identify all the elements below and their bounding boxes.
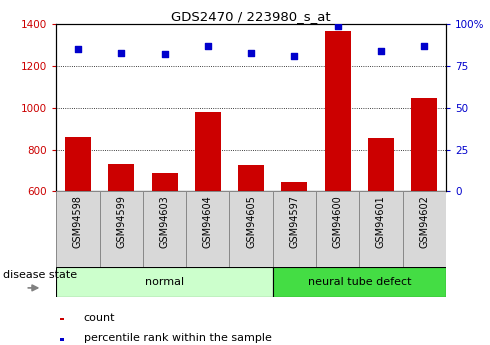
Text: GSM94597: GSM94597 [290, 195, 299, 248]
Point [247, 50, 255, 55]
Bar [65, 137, 91, 191]
Bar [359, 191, 403, 267]
Bar [281, 182, 307, 191]
Bar [99, 191, 143, 267]
Point [420, 43, 428, 49]
Text: GSM94600: GSM94600 [333, 195, 343, 248]
Bar [60, 338, 64, 341]
Point [291, 53, 298, 59]
Bar [403, 191, 446, 267]
Title: GDS2470 / 223980_s_at: GDS2470 / 223980_s_at [172, 10, 331, 23]
Point [74, 47, 82, 52]
Bar [316, 191, 359, 267]
Text: count: count [84, 313, 115, 323]
Bar [368, 138, 394, 191]
Bar [60, 318, 64, 320]
Point [161, 51, 169, 57]
Text: GSM94599: GSM94599 [116, 195, 126, 248]
Text: neural tube defect: neural tube defect [308, 277, 411, 287]
Text: GSM94603: GSM94603 [160, 195, 170, 248]
Bar [325, 31, 351, 191]
Bar [273, 267, 446, 297]
Bar [56, 191, 99, 267]
Bar [229, 191, 273, 267]
Bar [56, 267, 273, 297]
Point [377, 48, 385, 54]
Text: GSM94604: GSM94604 [203, 195, 213, 248]
Bar [151, 172, 177, 191]
Text: percentile rank within the sample: percentile rank within the sample [84, 333, 271, 343]
Point [117, 50, 125, 55]
Text: GSM94605: GSM94605 [246, 195, 256, 248]
Point [334, 23, 342, 29]
Text: GSM94601: GSM94601 [376, 195, 386, 248]
Bar [238, 165, 264, 191]
Text: GSM94598: GSM94598 [73, 195, 83, 248]
Point [204, 43, 212, 49]
Bar [273, 191, 316, 267]
Text: normal: normal [145, 277, 184, 287]
Text: GSM94602: GSM94602 [419, 195, 429, 248]
Bar [108, 164, 134, 191]
Bar [186, 191, 229, 267]
Bar [143, 191, 186, 267]
Bar [195, 112, 221, 191]
Text: disease state: disease state [3, 270, 77, 280]
Bar [411, 98, 437, 191]
